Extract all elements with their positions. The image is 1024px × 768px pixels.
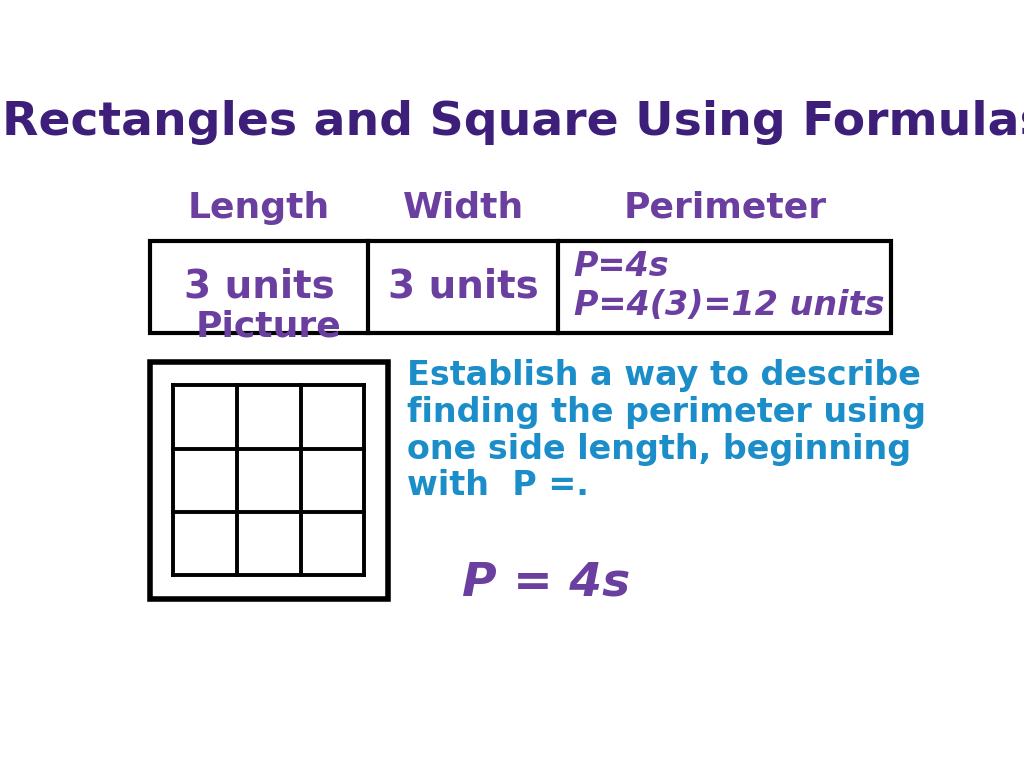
Text: Picture: Picture	[196, 310, 342, 344]
Text: 3 units: 3 units	[183, 268, 335, 306]
Bar	[150, 241, 891, 333]
Text: finding the perimeter using: finding the perimeter using	[407, 396, 926, 429]
Text: Establish a way to describe: Establish a way to describe	[407, 359, 921, 392]
Text: Perimeter: Perimeter	[624, 190, 826, 225]
Text: with  P =.: with P =.	[407, 469, 589, 502]
Text: one side length, beginning: one side length, beginning	[407, 432, 911, 465]
Text: P = 4s: P = 4s	[463, 561, 631, 606]
Bar	[150, 362, 388, 599]
Text: Width: Width	[402, 190, 524, 225]
Text: Rectangles and Square Using Formulas: Rectangles and Square Using Formulas	[2, 101, 1024, 145]
Text: Length: Length	[187, 190, 330, 225]
Text: P=4(3)=12 units: P=4(3)=12 units	[573, 290, 884, 323]
Text: P=4s: P=4s	[573, 250, 670, 283]
Text: 3 units: 3 units	[388, 268, 539, 306]
